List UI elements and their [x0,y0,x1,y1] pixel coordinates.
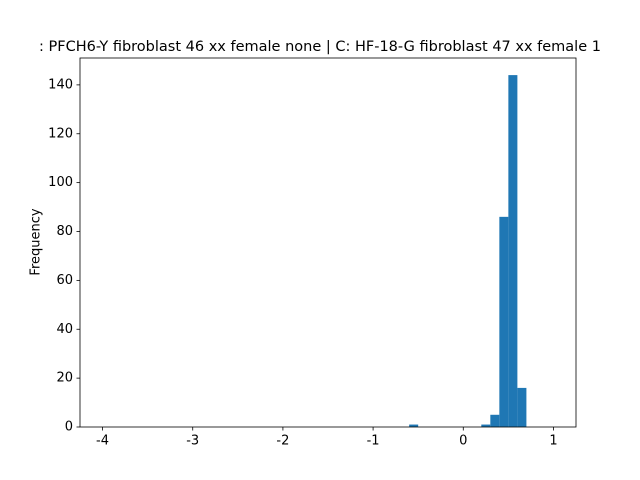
x-tick-label: -4 [96,434,109,449]
x-tick-label: 1 [549,434,557,449]
bar [409,424,419,427]
y-tick-label: 80 [56,224,73,239]
x-tick-label: -2 [276,434,289,449]
y-tick-label: 0 [65,420,73,435]
chart-title: : PFCH6-Y fibroblast 46 xx female none |… [39,39,601,55]
y-tick-label: 100 [48,175,73,190]
y-tick-label: 120 [48,126,73,141]
y-tick-label: 140 [48,77,73,92]
y-tick-label: 40 [56,322,73,337]
y-tick-label: 60 [56,273,73,288]
bar [508,75,518,427]
y-tick-label: 20 [56,371,73,386]
bar [499,216,509,427]
plot-frame [79,57,577,428]
x-tick-label: -3 [186,434,199,449]
bar [481,424,491,427]
x-tick-label: 0 [459,434,467,449]
x-tick-label: -1 [367,434,380,449]
bar [490,414,500,427]
y-axis-label: Frequency [29,208,44,275]
bar [517,387,527,427]
